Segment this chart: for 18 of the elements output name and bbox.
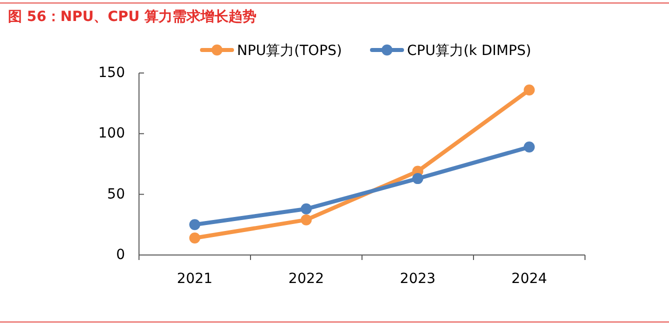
legend-label: NPU算力(TOPS) <box>237 43 342 59</box>
point <box>412 173 424 184</box>
y-tick-label: 150 <box>98 65 125 81</box>
point <box>189 232 200 244</box>
point <box>300 214 312 226</box>
y-tick-label: 0 <box>116 247 125 263</box>
y-tick-label: 100 <box>98 126 125 142</box>
chart-title: 图 56：NPU、CPU 算力需求增长趋势 <box>8 9 256 25</box>
x-tick-label: 2021 <box>176 271 213 287</box>
y-tick-label: 50 <box>107 186 125 202</box>
point <box>189 219 200 230</box>
x-tick-label: 2022 <box>288 271 324 287</box>
x-tick-label: 2023 <box>400 271 436 287</box>
legend-label: CPU算力(k DIMPS) <box>407 43 532 59</box>
point <box>524 84 535 96</box>
point <box>300 203 312 214</box>
point <box>524 142 535 153</box>
x-tick-label: 2024 <box>511 271 548 287</box>
